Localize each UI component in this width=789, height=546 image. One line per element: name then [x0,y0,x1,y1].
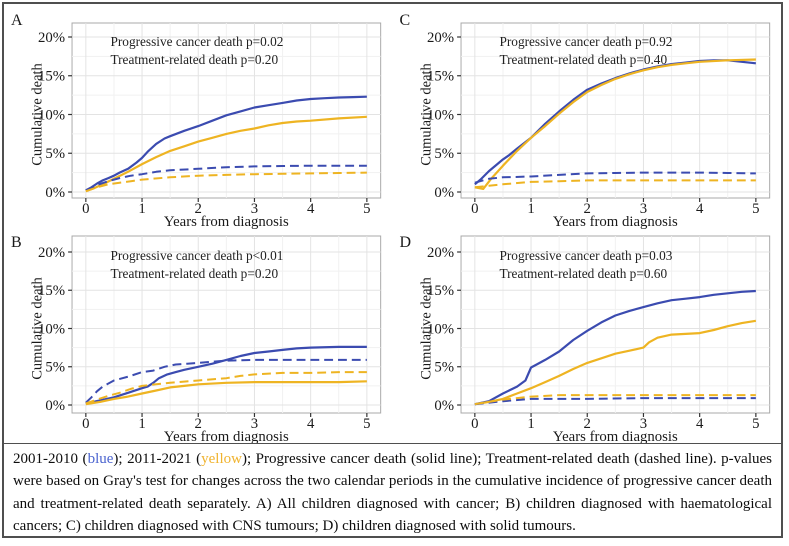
pvalue-annotation: Progressive cancer death p=0.02 [110,34,283,49]
x-axis-title: Years from diagnosis [164,214,289,229]
panel-a: A 0 1 2 3 4 5 0% 5% 10% 15% 20% Years from diagnosi… [4,4,393,229]
y-axis-title: Cumulative death [30,277,46,380]
y-tick-label: 5% [434,146,454,162]
x-axis-title: Years from diagnosis [552,429,677,443]
series-solid-blue [85,345,367,405]
x-axis-title: Years from diagnosis [552,214,677,229]
y-axis-title: Cumulative death [418,63,434,166]
caption-segment: 2001-2010 ( [13,451,88,467]
series-dashed-blue [474,171,756,184]
series-dashed-yellow [85,171,367,193]
x-tick-label: 1 [527,201,534,217]
x-tick-label: 5 [363,416,370,432]
x-tick-label: 2 [195,416,202,432]
x-tick-label: 5 [752,201,759,217]
x-tick-label: 0 [471,201,478,217]
series-solid-blue [474,289,756,406]
panel-d-label: D [399,234,412,251]
pvalue-annotation: Progressive cancer death p=0.92 [499,34,672,49]
series-dashed-yellow [474,179,756,189]
x-tick-label: 4 [307,416,315,432]
series-dashed-yellow [474,394,756,406]
chart-c: 0 1 2 3 4 5 0% 5% 10% 15% 20% Years from diagnosis C… [418,22,770,229]
chart-a: 0 1 2 3 4 5 0% 5% 10% 15% 20% Years from diagnosis C… [30,22,382,229]
y-tick-label: 20% [427,245,454,261]
series-solid-yellow [85,380,367,406]
series-solid-blue [85,95,367,192]
y-tick-label: 5% [45,146,65,162]
x-tick-label: 2 [195,201,202,217]
pvalue-annotation: Treatment-related death p=0.20 [110,52,278,67]
panel-c-label: C [399,12,411,29]
series-dashed-blue [474,397,756,406]
x-tick-label: 0 [82,416,89,432]
panel-b-label: B [11,234,22,251]
chart-b: 0 1 2 3 4 5 0% 5% 10% 15% 20% Years from diagnosis C… [30,235,382,443]
y-tick-label: 20% [38,245,65,261]
x-tick-label: 4 [307,201,315,217]
series-solid-yellow [474,319,756,406]
figure-frame: A 0 1 2 3 4 5 0% 5% 10% 15% 20% Years from diagnosi… [2,2,783,538]
pvalue-annotation: Progressive cancer death p=0.03 [499,248,672,263]
x-tick-label: 1 [138,201,145,217]
panel-a-label: A [11,12,23,29]
figure-caption-text: 2001-2010 (blue); 2011-2021 (yellow); Pr… [13,448,772,536]
pvalue-annotation: Progressive cancer death p<0.01 [110,248,283,263]
pvalue-annotation: Treatment-related death p=0.40 [499,52,667,67]
series-solid-yellow [85,115,367,193]
chart-d: 0 1 2 3 4 5 0% 5% 10% 15% 20% Years from diagnosis C… [418,235,770,443]
series-dashed-blue [85,164,367,192]
x-tick-label: 4 [695,416,703,432]
x-tick-label: 3 [251,201,258,217]
x-tick-label: 0 [471,416,478,432]
x-tick-label: 5 [752,416,759,432]
y-tick-label: 5% [434,360,454,376]
x-tick-label: 2 [583,201,590,217]
x-tick-label: 3 [639,201,646,217]
y-tick-label: 0% [45,398,65,414]
y-tick-label: 10% [427,107,454,123]
caption-segment: yellow [201,451,242,467]
panel-c: C 0 1 2 3 4 5 0% 5% 10% 15% 20% Years from diagnosi… [393,4,782,229]
y-tick-label: 15% [427,283,454,299]
y-axis-title: Cumulative death [30,63,46,166]
x-axis-title: Years from diagnosis [164,429,289,443]
y-tick-label: 15% [38,69,65,85]
y-tick-label: 0% [45,185,65,201]
figure-caption: 2001-2010 (blue); 2011-2021 (yellow); Pr… [4,443,781,536]
y-tick-label: 10% [427,321,454,337]
y-tick-label: 0% [434,185,454,201]
x-tick-label: 4 [695,201,703,217]
x-tick-label: 1 [138,416,145,432]
panel-d: D 0 1 2 3 4 5 0% 5% 10% 15% 20% Years from diagnosi… [393,229,782,443]
pvalue-annotation: Treatment-related death p=0.60 [499,266,667,281]
y-tick-label: 15% [38,283,65,299]
y-tick-label: 10% [38,107,65,123]
series-dashed-blue [85,358,367,404]
x-tick-label: 3 [639,416,646,432]
x-tick-label: 2 [583,416,590,432]
panel-b: B 0 1 2 3 4 5 0% 5% 10% 15% 20% Years from diagnosi… [4,229,393,443]
series-dashed-yellow [85,371,367,405]
y-tick-label: 20% [38,30,65,46]
y-tick-label: 20% [427,30,454,46]
series-solid-yellow [474,58,756,190]
x-tick-label: 3 [251,416,258,432]
y-tick-label: 5% [45,360,65,376]
figure-panels: A 0 1 2 3 4 5 0% 5% 10% 15% 20% Years from diagnosi… [4,4,781,443]
pvalue-annotation: Treatment-related death p=0.20 [110,266,278,281]
x-tick-label: 1 [527,416,534,432]
y-tick-label: 15% [427,69,454,85]
caption-segment: ); Progressive cancer death (solid line)… [13,451,772,535]
y-tick-label: 10% [38,321,65,337]
y-axis-title: Cumulative death [418,277,434,380]
y-tick-label: 0% [434,398,454,414]
caption-segment: ); 2011-2021 ( [113,451,202,467]
caption-segment: blue [87,451,114,467]
x-tick-label: 0 [82,201,89,217]
x-tick-label: 5 [363,201,370,217]
